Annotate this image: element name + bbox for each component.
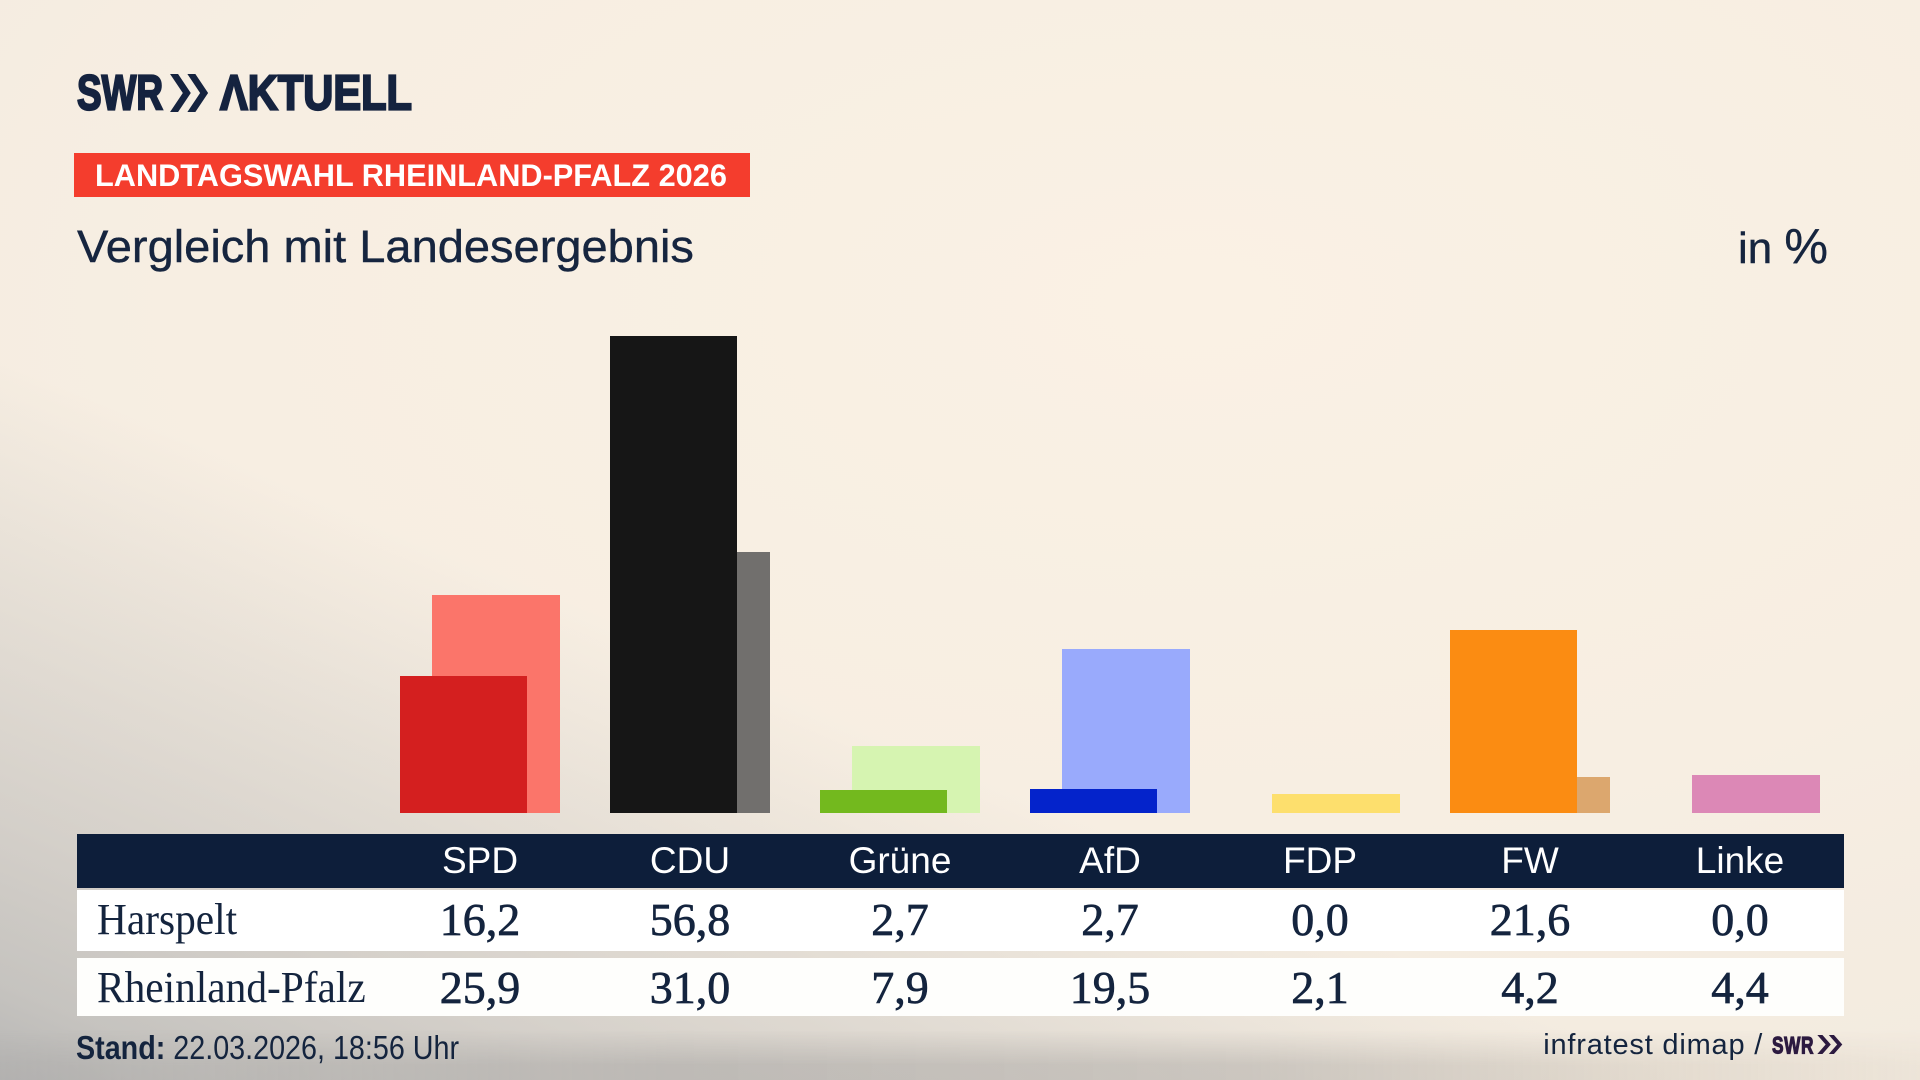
- svg-text:ΛKTUELL: ΛKTUELL: [220, 73, 412, 113]
- svg-text:SWR: SWR: [77, 73, 163, 113]
- svg-text:SWR: SWR: [1772, 1033, 1814, 1059]
